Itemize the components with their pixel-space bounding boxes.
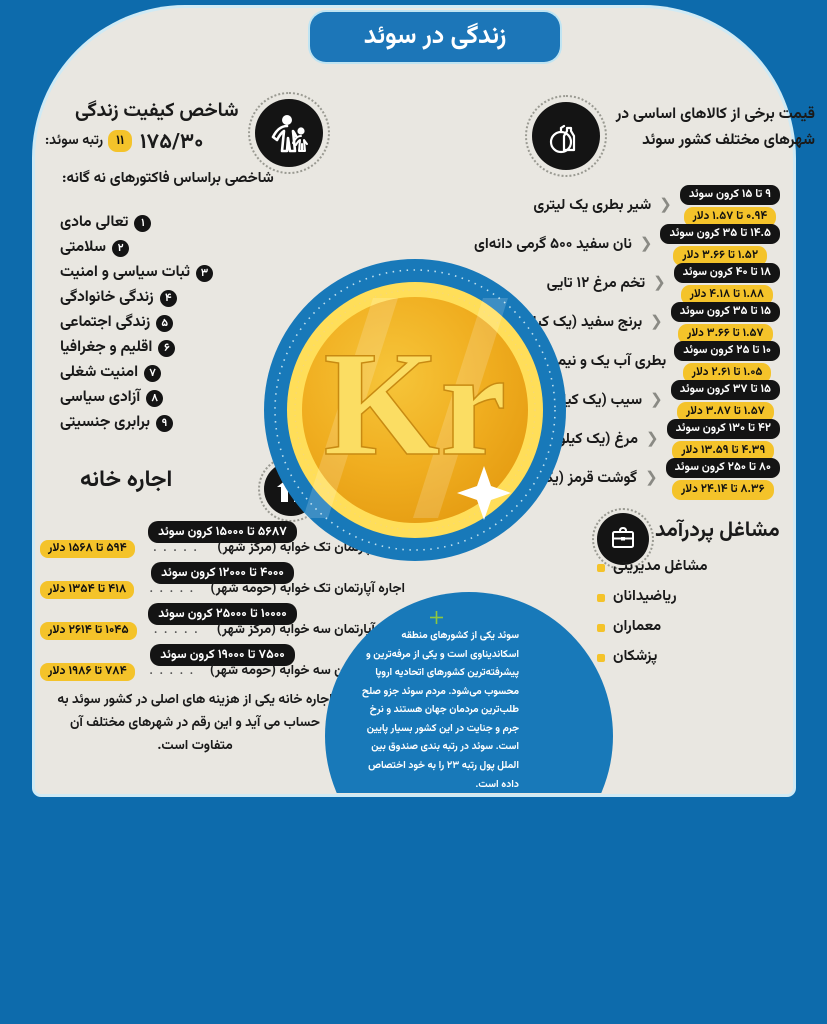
svg-text:Kr: Kr bbox=[323, 321, 506, 487]
